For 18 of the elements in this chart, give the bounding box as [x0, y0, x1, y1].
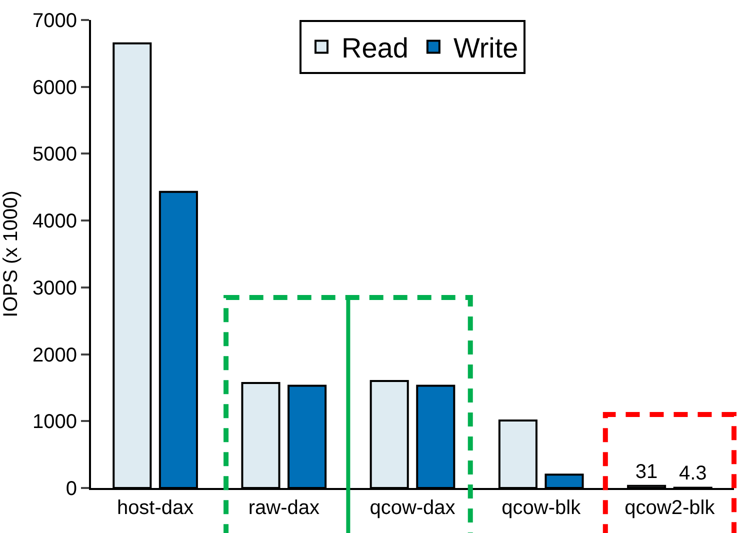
y-tick-label: 6000 — [32, 76, 77, 99]
y-tick-label: 2000 — [32, 344, 77, 366]
x-tick-label: qcow2-blk — [624, 497, 716, 519]
x-tick-label: raw-dax — [248, 497, 320, 519]
data-label: 4.3 — [678, 462, 707, 485]
data-label: 31 — [635, 460, 658, 483]
y-tick-label: 3000 — [32, 277, 77, 300]
legend-label: Read — [342, 32, 408, 64]
legend-label: Write — [453, 32, 518, 64]
y-tick-label: 7000 — [32, 10, 77, 32]
y-tick-label: 0 — [66, 478, 77, 500]
x-tick-label: qcow-dax — [370, 497, 456, 519]
y-axis-title: IOPS (x 1000) — [0, 190, 22, 318]
y-tick-label: 1000 — [32, 411, 77, 434]
y-tick-label: 5000 — [32, 144, 77, 166]
y-tick-label: 4000 — [32, 210, 77, 233]
x-tick-label: qcow-blk — [502, 497, 582, 519]
x-tick-label: host-dax — [116, 497, 194, 519]
